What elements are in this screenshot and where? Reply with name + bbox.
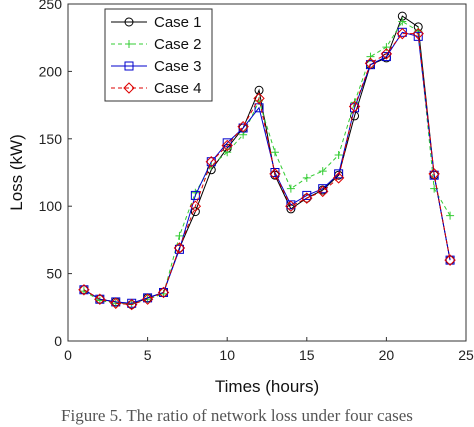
y-tick-label: 150 [39,131,63,147]
data-point [269,168,281,180]
data-point [254,85,264,95]
legend-label: Case 3 [154,58,202,75]
data-point [175,231,184,240]
data-point [221,139,233,152]
data-point [332,172,345,184]
data-point [223,148,232,157]
data-point [446,211,455,220]
data-point [302,173,311,182]
data-point [270,148,279,157]
legend-item: Case 4 [111,80,202,97]
data-point [382,43,391,52]
series-line-case-4 [83,33,451,306]
x-tick-label: 25 [458,347,474,363]
data-point [94,293,106,305]
y-axis-label: Loss (kW) [7,134,26,211]
data-point [79,285,89,295]
data-point [396,27,409,40]
legend-marker [124,61,134,71]
legend-marker [124,17,134,27]
data-point [428,168,440,180]
data-point [381,52,391,62]
data-point [317,185,329,198]
legend-marker [123,82,135,94]
y-tick-label: 100 [39,198,63,214]
series-case-4 [78,27,456,311]
data-point [159,287,169,297]
data-point [253,92,265,105]
data-point [364,57,377,70]
x-axis-label: Times (hours) [215,377,319,396]
data-point [190,190,200,200]
data-point [302,190,312,200]
data-point [318,167,327,176]
x-tick-label: 15 [299,347,315,363]
data-point [157,286,170,299]
data-point [444,254,456,266]
x-tick-label: 20 [379,347,395,363]
legend-item: Case 2 [111,36,202,53]
legend-label: Case 4 [154,80,202,97]
legend-box [104,8,213,102]
data-point [205,156,217,168]
data-point [78,284,90,296]
figure-caption: Figure 5. The ratio of network loss unde… [61,406,413,425]
data-point [318,184,328,194]
data-point [222,138,232,148]
data-point [380,48,393,60]
data-point [206,157,216,167]
data-point [285,200,297,212]
data-point [334,150,343,159]
data-point [237,120,249,133]
data-point [398,17,407,26]
data-point [95,294,105,304]
data-point [413,31,423,41]
x-tick-label: 0 [64,347,72,363]
data-point [141,293,154,305]
x-tick-label: 5 [144,347,152,363]
y-tick-label: 200 [39,63,63,79]
data-point [301,192,313,204]
y-tick-label: 250 [39,0,63,12]
y-tick-label: 50 [46,266,62,282]
legend-label: Case 1 [154,14,202,31]
legend-label: Case 2 [154,36,202,53]
data-point [445,255,455,265]
x-tick-label: 10 [219,347,235,363]
y-tick-label: 0 [54,333,62,349]
data-point [412,27,424,40]
legend-item: Case 3 [111,58,202,75]
data-point [366,52,375,61]
data-point [125,298,138,311]
legend-marker [125,40,133,48]
data-point [348,100,361,113]
data-point [189,200,202,212]
legend: Case 1 Case 2 Case 3 Case 4 [104,8,213,102]
data-point [110,297,122,309]
legend-item: Case 1 [111,14,202,31]
data-point [334,169,344,179]
data-point [286,184,295,193]
data-point [173,242,186,254]
